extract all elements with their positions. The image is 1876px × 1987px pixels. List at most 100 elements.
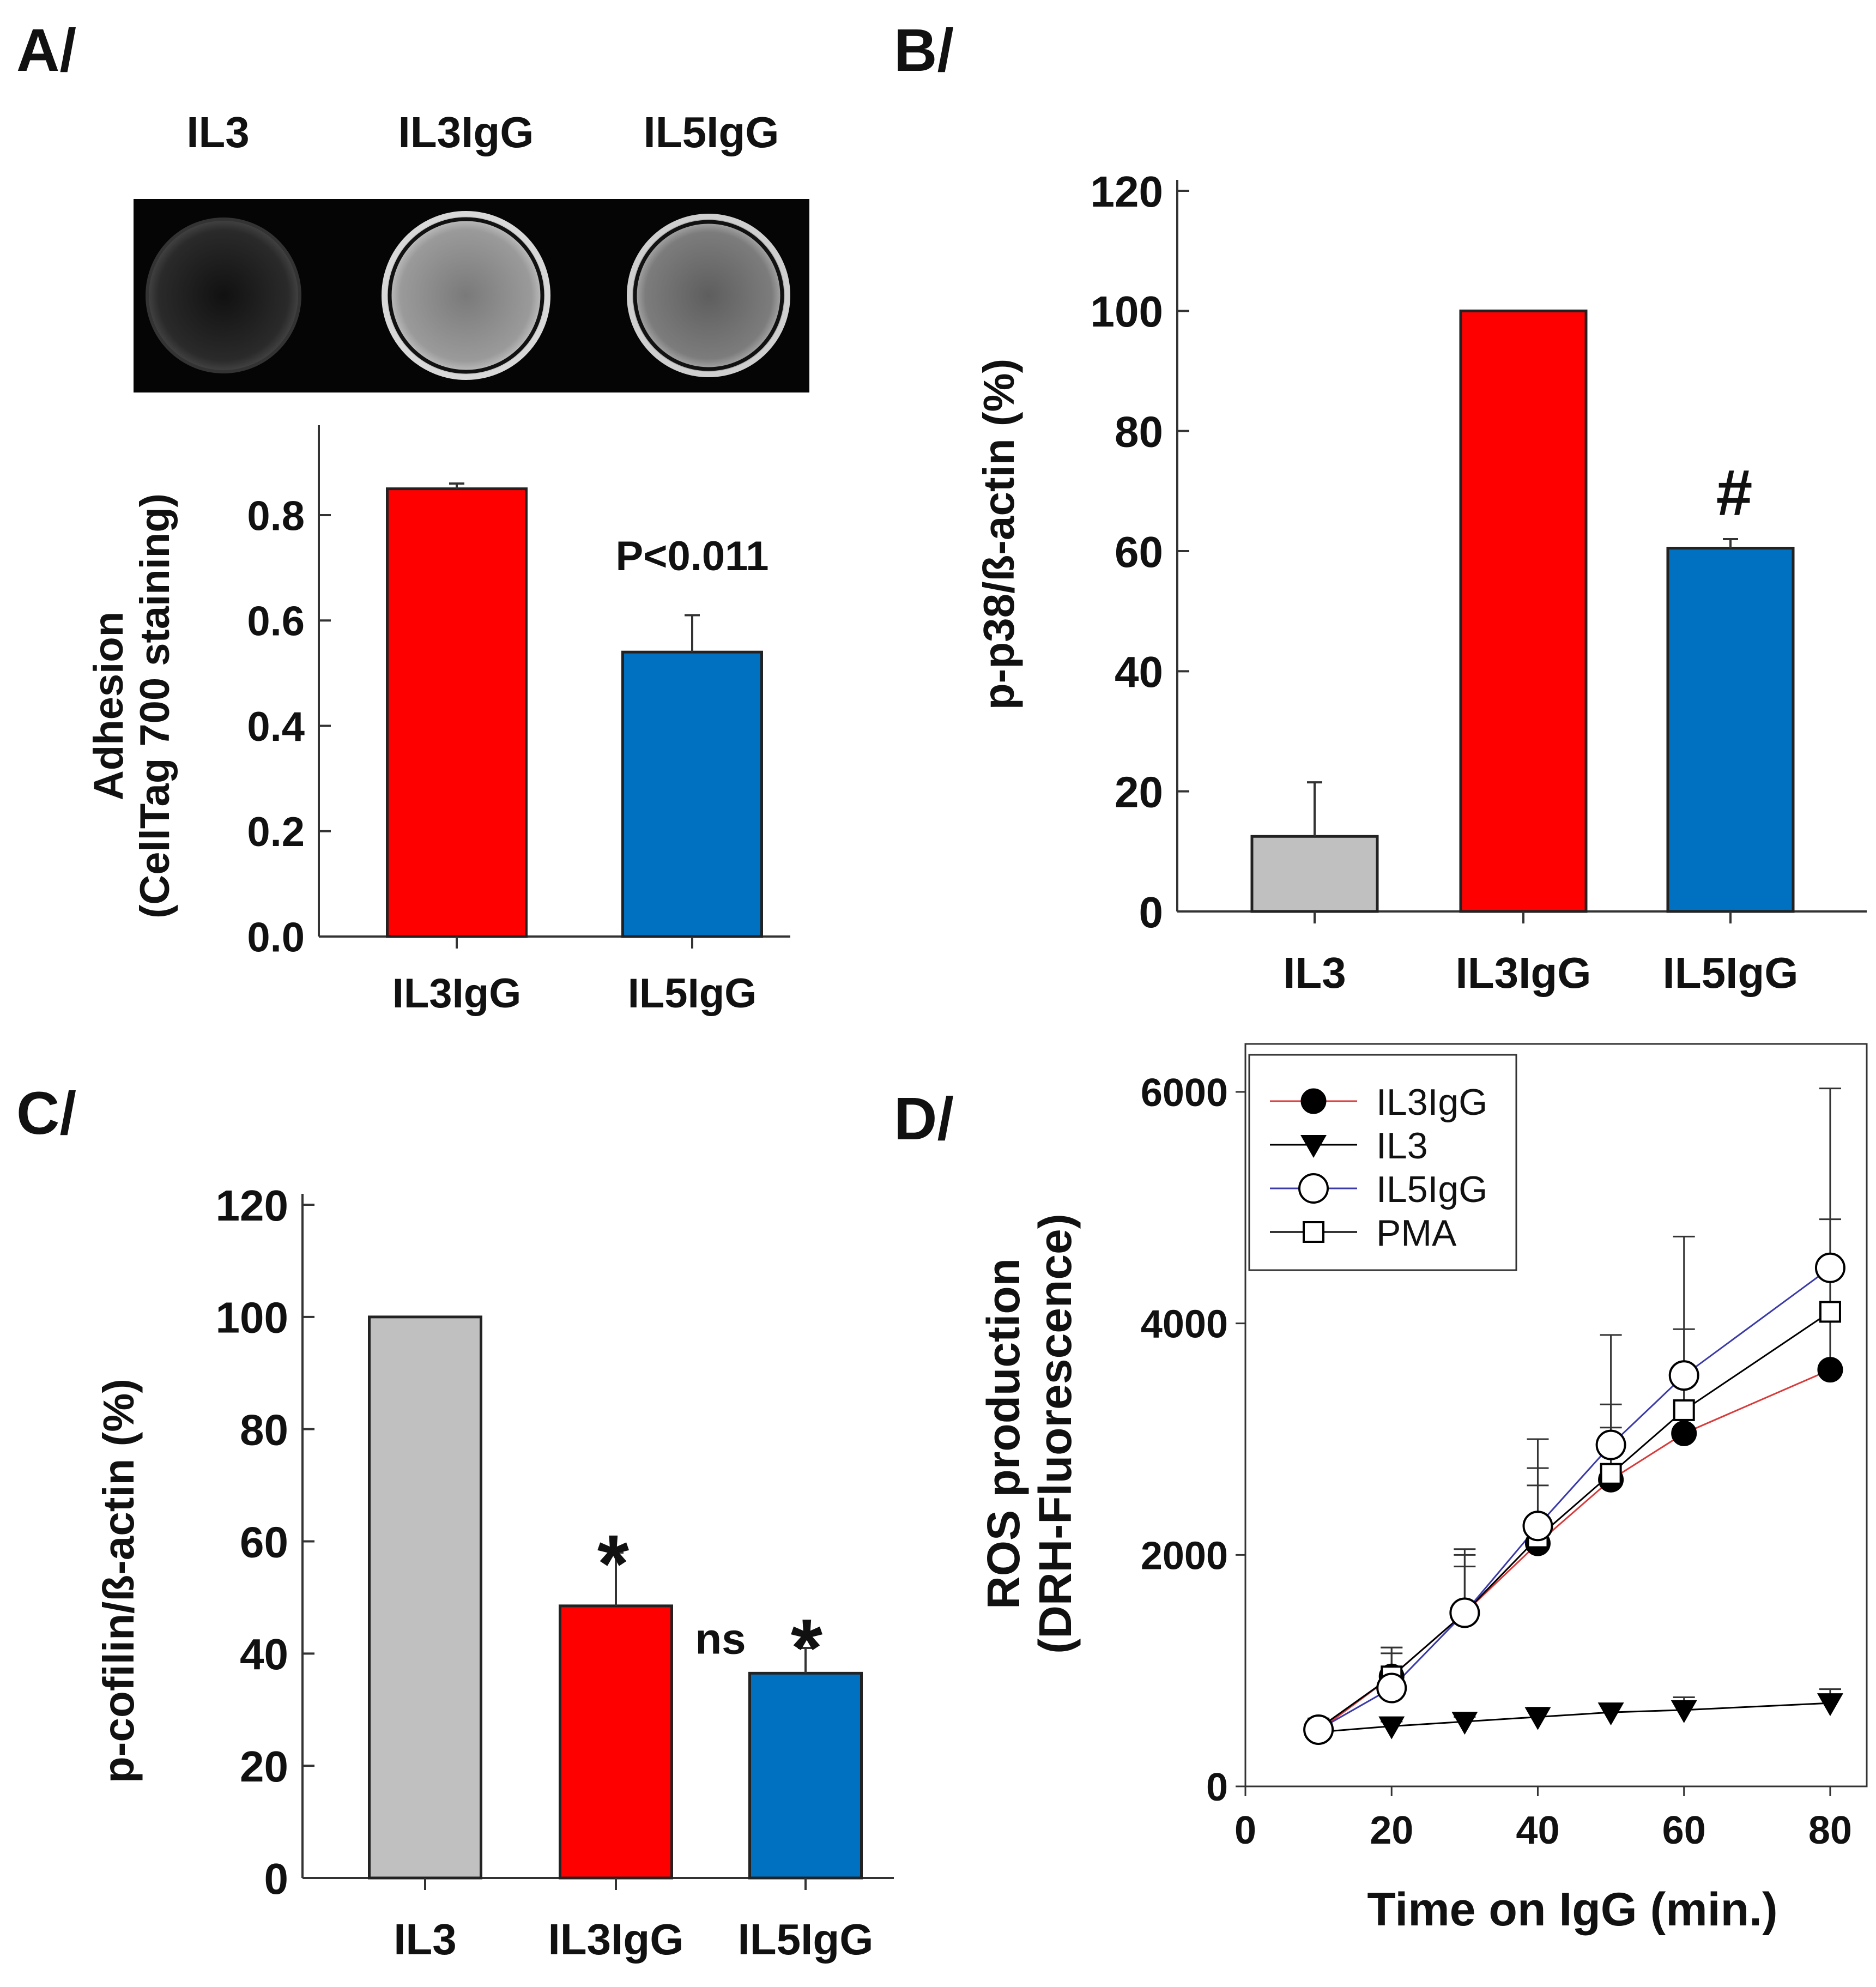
significance-star-il5igg: * [791,1602,823,1694]
series-pma-point [1673,1399,1695,1421]
y-tick-label: 6000 [1141,1071,1228,1115]
series-il5igg-point [1449,1597,1480,1628]
y-tick-label: 4000 [1141,1303,1228,1346]
series-il3-point [1524,1707,1551,1730]
well-il3 [146,218,301,373]
series-il5igg-point [1522,1511,1553,1542]
x-tick-label: 60 [1662,1809,1706,1852]
y-tick-label: 120 [1091,167,1163,216]
x-axis-label: Time on IgG (min.) [1367,1883,1777,1936]
x-tick-label: IL3IgG [548,1915,684,1964]
y-tick-label: 60 [240,1518,288,1566]
x-tick-label: 0 [1234,1809,1256,1852]
panel-label-b: B/ [894,17,954,84]
y-tick-label: 120 [216,1181,288,1230]
panel-label-c: C/ [16,1080,76,1147]
series-il5igg-line [1318,1267,1831,1731]
y-tick-label: 40 [1115,648,1163,696]
ns-annotation: ns [695,1614,746,1663]
blot-lane-label: IL5IgG [644,108,779,156]
series-il5igg-point [1303,1714,1334,1745]
y-tick-label: 0 [264,1855,289,1903]
series-il3-point [1597,1702,1624,1726]
x-tick-label: IL3 [1283,949,1346,997]
well-il3igg [382,211,550,380]
bar-il3 [368,1315,482,1880]
x-tick-label: IL5IgG [1663,949,1799,997]
y-tick-label: 0.6 [247,599,305,645]
y-tick-label: 0.2 [247,809,305,855]
bar-il5igg [621,650,763,938]
series-pma-point [1600,1463,1622,1485]
legend-box [1248,1054,1517,1271]
bar-il5igg [1666,546,1795,913]
chart-panel-c: 0 20 40 60 80 100 120 IL3 IL3IgG IL5IgG p-cofilin/… [94,1181,894,1964]
y-tick-label: 0 [1139,888,1164,937]
y-axis-label: p-cofilin/ß-actin (%) [94,1379,143,1783]
y-tick-label: 60 [1115,528,1163,576]
bar-il3 [1250,835,1379,913]
series-il5igg-point [1595,1429,1626,1460]
legend-label: IL3IgG [1376,1082,1487,1123]
chart-panel-d: 0 2000 4000 6000 0 20 40 60 80 Time on IgG (min.)… [978,1043,1868,1936]
legend-il3igg-point [1300,1088,1327,1114]
x-tick-label: IL3IgG [392,970,521,1017]
y-tick-label: 40 [240,1630,288,1678]
series-il3-point [1378,1716,1405,1740]
legend-label: IL3 [1376,1125,1428,1167]
series-il3igg-point [1671,1420,1697,1446]
y-tick-label: 100 [216,1294,288,1342]
panel-label-a: A/ [16,17,76,84]
bar-il3igg [386,487,528,938]
series-il3-point [1451,1712,1478,1735]
series-pma-point [1819,1301,1841,1323]
x-tick-label: IL3IgG [1456,949,1591,997]
y-tick-label: 80 [240,1405,288,1454]
legend-label: IL5IgG [1376,1169,1487,1210]
x-tick-label: IL3 [394,1915,457,1964]
significance-star-il3igg: * [597,1518,630,1609]
series-il5igg-point [1814,1252,1845,1283]
legend-il5igg-point [1298,1173,1329,1204]
y-axis-label: Adhesion [86,612,132,800]
y-axis-label-sub: (CellTag 700 staining) [132,493,178,919]
y-tick-label: 2000 [1141,1534,1228,1578]
y-axis-label-sub: (DRH-Fluorescence) [1030,1213,1081,1653]
series-il3-point [1817,1693,1843,1717]
y-tick-label: 0.8 [247,493,305,539]
plot-frame [1244,1043,1868,1787]
series-il5igg-point [1376,1672,1407,1704]
blot-lane-label: IL3 [186,108,250,156]
well-il5igg-rim [633,220,784,371]
significance-hash: # [1716,456,1753,529]
legend-pma-point [1303,1221,1324,1243]
well-il5igg [627,214,790,377]
legend-il3-point [1300,1135,1327,1158]
x-tick-label: 40 [1516,1809,1559,1852]
x-tick-label: IL5IgG [738,1915,874,1964]
y-tick-label: 20 [1115,768,1163,816]
x-tick-label: 20 [1370,1809,1413,1852]
y-tick-label: 80 [1115,407,1163,456]
x-tick-label: 80 [1808,1809,1852,1852]
y-axis-label: ROS production [978,1258,1029,1609]
y-tick-label: 0.0 [247,914,305,961]
well-il3igg-rim [388,217,544,374]
bar-il3igg [1459,309,1588,913]
bar-il5igg [748,1671,863,1880]
series-il3igg-point [1817,1357,1843,1383]
panel-label-d: D/ [894,1085,954,1152]
y-axis-label: p-p38/ß-actin (%) [975,359,1023,710]
chart-panel-a: 0.0 0.2 0.4 0.6 0.8 IL3IgG IL5IgG Adhesion (Cell… [86,425,790,1017]
blot-lane-label: IL3IgG [398,108,534,156]
y-tick-label: 100 [1091,287,1163,336]
chart-panel-b: 0 20 40 60 80 100 120 IL3 IL3IgG IL5IgG p-p38/ß-ac… [975,167,1867,997]
x-tick-label: IL5IgG [628,970,757,1017]
p-value-annotation: P<0.011 [615,533,768,579]
y-tick-label: 0.4 [247,704,305,750]
series-il5igg-point [1668,1360,1699,1391]
legend-label: PMA [1376,1212,1457,1254]
